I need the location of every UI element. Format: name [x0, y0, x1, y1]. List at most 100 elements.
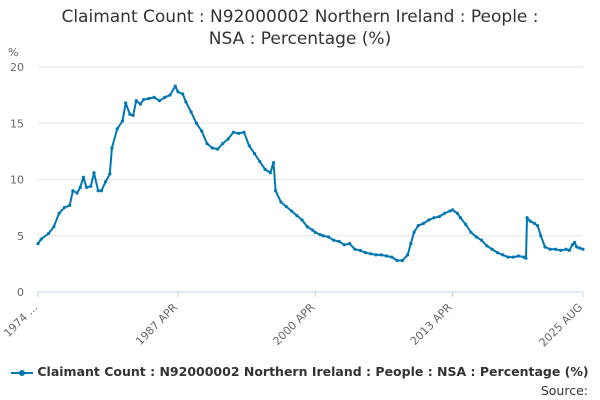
legend-marker-icon	[11, 368, 34, 378]
chart-title: Claimant Count : N92000002 Northern Irel…	[0, 6, 600, 50]
y-axis-label: %	[8, 46, 18, 59]
data-point	[152, 95, 156, 99]
data-point	[485, 244, 489, 248]
data-point	[124, 101, 128, 105]
x-tick-label: 2013 APR	[408, 301, 455, 348]
data-point	[337, 239, 341, 243]
data-point	[142, 98, 146, 102]
x-tick-label: 2025 AUG	[537, 301, 586, 350]
y-tick-label: 5	[17, 230, 24, 243]
data-point	[318, 233, 322, 237]
data-point	[575, 245, 579, 249]
data-point	[84, 185, 89, 189]
series-line	[37, 85, 584, 262]
data-point	[516, 254, 521, 258]
y-tick-label: 20	[10, 61, 24, 74]
data-point	[480, 238, 484, 242]
data-point	[421, 221, 426, 225]
data-point	[553, 247, 558, 251]
data-point	[524, 256, 528, 260]
data-point	[157, 99, 162, 103]
data-point	[134, 99, 138, 103]
data-point	[57, 211, 61, 215]
data-point	[567, 248, 571, 252]
data-point	[194, 121, 199, 125]
data-point	[274, 189, 278, 193]
data-point	[559, 248, 563, 252]
data-point	[353, 247, 357, 251]
data-point	[247, 144, 251, 148]
data-point	[406, 253, 410, 257]
data-point	[363, 251, 368, 255]
data-point	[437, 215, 441, 219]
data-point	[168, 93, 172, 97]
data-point	[258, 159, 262, 164]
data-point	[68, 203, 72, 207]
data-point	[347, 242, 352, 246]
x-tick-label: 2000 APR	[270, 301, 317, 348]
data-point	[525, 216, 529, 220]
data-point	[289, 209, 294, 213]
legend-label: Claimant Count : N92000002 Northern Irel…	[37, 364, 589, 379]
data-point	[131, 113, 135, 117]
data-point	[36, 242, 40, 246]
data-point	[474, 235, 478, 239]
data-point	[46, 231, 51, 236]
data-point	[464, 222, 468, 227]
data-point	[490, 247, 494, 251]
data-point	[242, 130, 246, 134]
data-point	[279, 200, 283, 204]
data-point	[115, 127, 119, 131]
data-point	[147, 96, 151, 101]
data-point	[578, 246, 582, 250]
x-tick-label: 1974 ...	[1, 301, 40, 340]
plot-area	[36, 84, 585, 263]
data-point	[92, 171, 96, 175]
chart-title-line-2: NSA : Percentage (%)	[208, 29, 392, 49]
data-point	[176, 90, 180, 94]
data-point	[455, 211, 459, 215]
data-point	[532, 221, 537, 225]
data-point	[416, 224, 420, 228]
y-tick-label: 0	[17, 286, 24, 299]
gridlines	[38, 66, 583, 293]
data-point	[448, 209, 452, 213]
data-point	[268, 171, 272, 175]
x-axis: 1974 ... 1987 APR 2000 APR 2013 APR 2025 AUG	[1, 292, 585, 349]
data-point	[313, 230, 317, 234]
data-point	[184, 100, 188, 104]
data-point	[564, 247, 568, 251]
y-tick-label: 10	[10, 174, 24, 187]
data-point	[221, 141, 225, 146]
data-point	[581, 247, 585, 251]
data-point	[379, 253, 383, 257]
data-point	[205, 141, 209, 146]
data-point	[75, 191, 79, 195]
data-point	[570, 243, 575, 247]
data-point	[78, 185, 82, 189]
data-point	[311, 228, 315, 232]
data-point	[539, 234, 543, 238]
data-point	[358, 248, 362, 252]
data-point	[189, 110, 193, 114]
data-point	[252, 152, 257, 156]
data-point	[284, 204, 288, 209]
data-point	[432, 216, 436, 220]
data-point	[96, 189, 100, 193]
data-point	[412, 230, 416, 234]
data-point	[374, 253, 378, 257]
data-point	[128, 112, 132, 116]
data-point	[271, 161, 276, 165]
data-point	[163, 95, 167, 99]
data-point	[369, 252, 373, 256]
data-point	[237, 131, 241, 135]
data-point	[226, 137, 230, 141]
data-point	[52, 225, 56, 229]
data-point	[305, 225, 309, 229]
legend[interactable]: Claimant Count : N92000002 Northern Irel…	[0, 364, 600, 379]
data-point	[300, 218, 304, 222]
data-point	[427, 218, 431, 222]
data-point	[210, 146, 214, 150]
y-axis: 0 5 10 15 20%	[8, 46, 24, 299]
